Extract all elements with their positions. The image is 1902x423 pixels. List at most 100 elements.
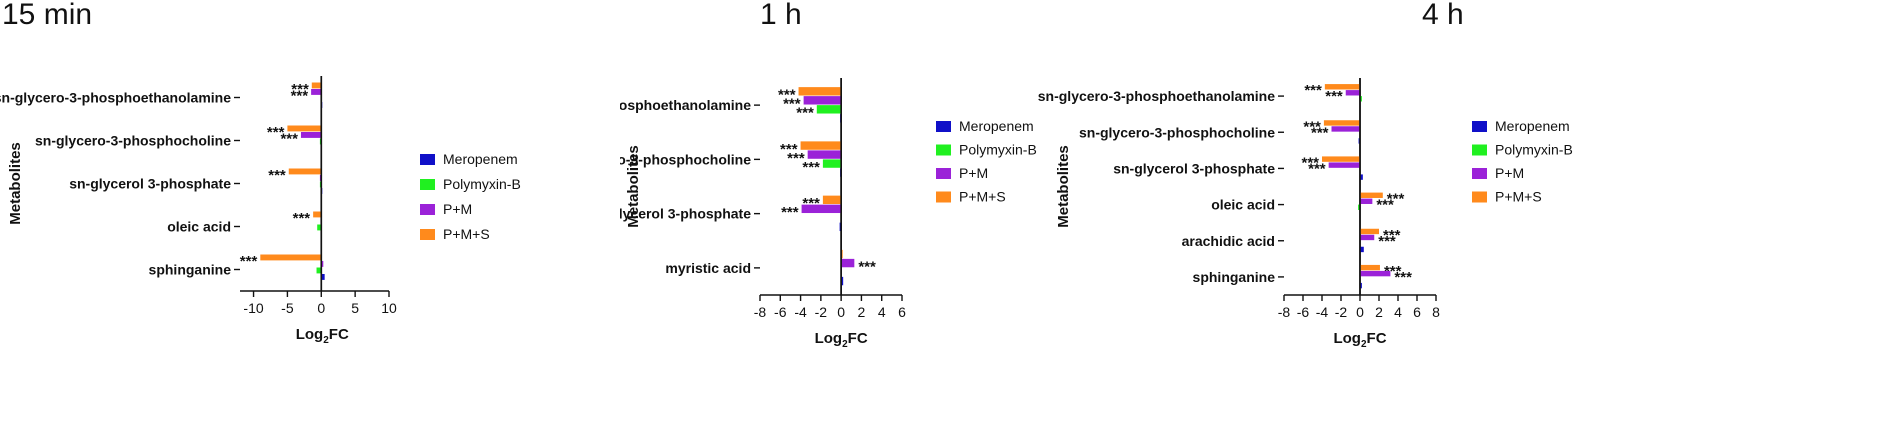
x-tick-label: 5	[351, 300, 359, 316]
bar-p-m	[1360, 234, 1375, 241]
category-label: sn-glycero-3-phosphoethanolamine	[0, 90, 231, 106]
significance-label: ***	[1301, 154, 1319, 171]
legend-label: P+M	[443, 201, 472, 217]
chart-panel-1h: 1 h -8-6-4-20246Log2FCMetabolitessn-glyc…	[620, 0, 1220, 423]
significance-label: ***	[796, 105, 814, 122]
x-tick-label: -4	[1316, 304, 1329, 320]
bar-p-m	[1345, 90, 1360, 96]
bar-p-m-s	[822, 195, 842, 205]
legend-label: Polymyxin-B	[959, 142, 1037, 158]
legend-label: Polymyxin-B	[1495, 142, 1573, 158]
bar-p-m	[803, 96, 842, 105]
x-tick-label: -2	[815, 304, 828, 320]
significance-label: ***	[280, 130, 298, 147]
bar-p-m-s	[798, 87, 842, 96]
legend-label: P+M	[1495, 165, 1524, 181]
bar-p-m	[1331, 126, 1360, 132]
x-tick-label: -6	[1297, 304, 1310, 320]
legend-label: P+M+S	[1495, 189, 1542, 205]
x-axis-label: Log2FC	[296, 326, 349, 346]
chart-root: -8 -6 -4 -2 0 2 4 6 8 Log2FC Metabolites sn-glycero…	[1038, 78, 1573, 350]
x-tick-label: 0	[317, 300, 325, 316]
bar-p-m	[841, 258, 855, 268]
legend-swatch	[936, 144, 951, 156]
legend-swatch	[1472, 191, 1487, 203]
y-axis-title: Metabolites	[625, 145, 642, 228]
bar-meropenem	[841, 276, 844, 286]
significance-label: ***	[1394, 269, 1412, 286]
category-label: sphinganine	[149, 262, 232, 278]
bar-p-m	[1360, 270, 1391, 277]
significance-label: ***	[1378, 233, 1396, 250]
significance-label: ***	[1303, 118, 1321, 135]
significance-label: ***	[291, 87, 309, 104]
category-label: sn-glycero-3-phosphoethanolamine	[1038, 88, 1275, 104]
category-label: sn-glycerol 3-phosphate	[620, 206, 751, 222]
bar-p-m-s	[1324, 84, 1360, 90]
significance-label: ***	[1387, 191, 1405, 208]
x-tick-label: -5	[281, 300, 294, 316]
chart-title: 15 min	[2, 0, 93, 31]
bar-polymyxin-b	[1358, 204, 1360, 210]
x-tick-label: 0	[1356, 304, 1364, 320]
bar-chart-15min: -10 -5 0 5 10 Log2FC Metabolites sn-glycero-3-p…	[0, 76, 521, 346]
legend-swatch	[420, 154, 435, 165]
legend-swatch	[936, 191, 951, 203]
significance-label: ***	[268, 167, 286, 184]
x-tick-label: 2	[858, 304, 866, 320]
x-tick-label: -2	[1335, 304, 1348, 320]
significance-label: ***	[1376, 197, 1394, 214]
x-tick-label: -10	[243, 300, 263, 316]
legend-swatch	[936, 121, 951, 132]
x-tick-label: -6	[774, 304, 787, 320]
chart-panel-4h: 4 h -8 -6 -4 -2 0 2 4 6 8 Log2FC Metabolites sn-gly…	[1038, 0, 1902, 423]
x-axis-label: Log2FC	[1333, 330, 1386, 350]
legend-label: Polymyxin-B	[443, 176, 521, 192]
bar-polymyxin-b	[317, 224, 322, 231]
legend-label: P+M+S	[959, 189, 1006, 205]
legend-swatch	[420, 179, 435, 190]
category-label: arachidic acid	[1182, 233, 1275, 249]
bar-p-m-s	[311, 82, 322, 89]
x-tick-label: -8	[754, 304, 767, 320]
category-label: sn-glycero-3-phosphocholine	[620, 151, 751, 167]
category-label: sn-glycero-3-phosphocholine	[1079, 124, 1275, 140]
legend-swatch	[1472, 121, 1487, 132]
y-axis-title: Metabolites	[1055, 145, 1072, 228]
bar-p-m	[801, 204, 842, 214]
significance-label: ***	[1325, 88, 1343, 105]
bar-p-m-s	[1323, 120, 1360, 126]
bar-p-m-s	[1360, 264, 1380, 271]
legend-label: Meropenem	[959, 118, 1034, 134]
y-axis-title: Metabolites	[7, 142, 24, 225]
legend-label: Meropenem	[1495, 118, 1570, 134]
x-tick-label: 8	[1432, 304, 1440, 320]
bar-p-m-s	[800, 141, 842, 150]
significance-label: ***	[783, 96, 801, 113]
legend-swatch	[936, 168, 951, 179]
bar-polymyxin-b	[316, 267, 322, 274]
chart-title: 1 h	[760, 0, 802, 31]
bar-polymyxin-b	[1360, 96, 1362, 102]
significance-label: ***	[778, 87, 796, 104]
bar-p-m-s	[260, 254, 322, 261]
significance-label: ***	[240, 253, 258, 270]
bar-chart-1h: -8-6-4-20246Log2FCMetabolitessn-glycero-…	[620, 78, 1037, 350]
bar-polymyxin-b	[816, 105, 842, 114]
category-label: oleic acid	[1211, 197, 1275, 213]
chart-title: 4 h	[1422, 0, 1464, 31]
significance-label: ***	[858, 258, 876, 275]
x-tick-label: 2	[1375, 304, 1383, 320]
significance-label: ***	[1383, 227, 1401, 244]
x-tick-label: 4	[1394, 304, 1402, 320]
legend-label: P+M+S	[443, 226, 490, 242]
category-label: sphinganine	[1193, 269, 1276, 285]
significance-label: ***	[1311, 124, 1329, 141]
chart-panel-15min: 15 min -10 -5 0 5 10 Log2FC Metabolites sn-glyc…	[0, 0, 600, 423]
significance-label: ***	[780, 141, 798, 158]
bar-meropenem	[1360, 174, 1363, 180]
category-label: sn-glycerol 3-phosphate	[69, 176, 231, 192]
bar-p-m-s	[288, 168, 322, 175]
x-tick-label: -8	[1278, 304, 1291, 320]
category-label: sn-glycero-3-phosphoethanolamine	[620, 97, 751, 113]
